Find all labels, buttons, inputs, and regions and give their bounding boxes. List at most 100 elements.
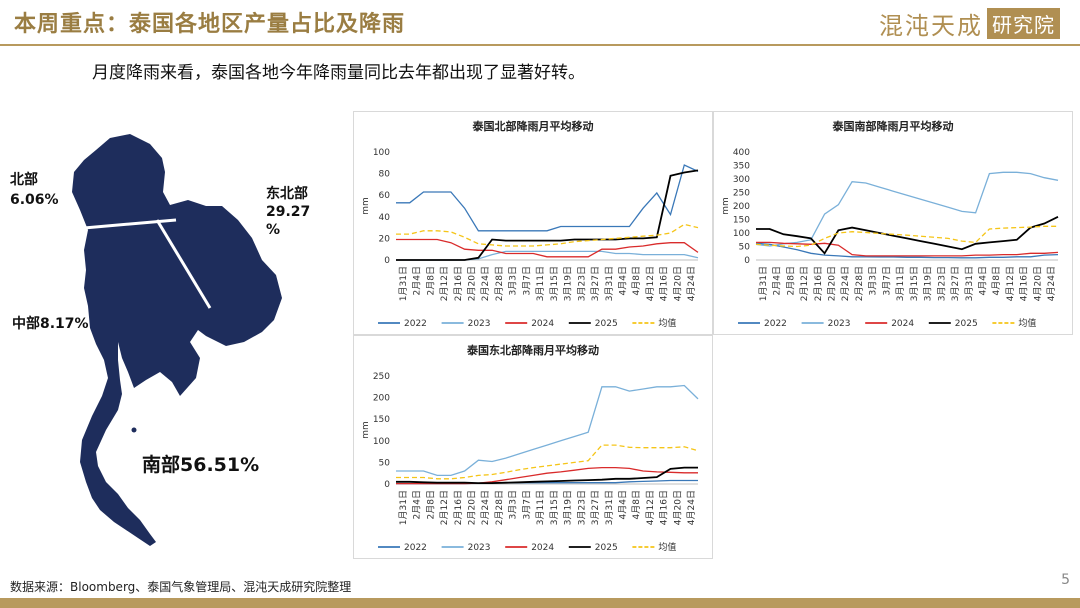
- logo-text: 混沌天成: [879, 11, 983, 40]
- map-shape: [72, 134, 282, 546]
- y-axis-label: mm: [361, 197, 371, 215]
- x-tick-label: 3月23日: [936, 266, 947, 301]
- series-line-2025: [396, 169, 699, 261]
- x-tick-label: 4月8日: [631, 266, 642, 295]
- y-tick-label: 250: [733, 189, 750, 199]
- x-tick-label: 4月20日: [672, 490, 683, 525]
- thailand-map: [72, 134, 282, 546]
- x-tick-label: 2月8日: [785, 266, 796, 295]
- page-number: 5: [1061, 572, 1070, 588]
- y-tick-label: 150: [733, 216, 750, 226]
- x-tick-label: 2月12日: [799, 266, 810, 301]
- legend-label: 2025: [595, 543, 618, 553]
- x-tick-label: 3月11日: [895, 266, 906, 301]
- chart-panel-north: 泰国北部降雨月平均移动 0 20 40 60 80 100 mm 1月31日 2月4日 2月8日 2月…: [353, 111, 713, 335]
- y-tick-label: 100: [733, 229, 750, 239]
- x-tick-label: 4月24日: [686, 490, 697, 525]
- x-tick-label: 2月16日: [813, 266, 824, 301]
- x-tick-label: 3月23日: [576, 490, 587, 525]
- logo-box: 研究院: [987, 7, 1060, 39]
- legend-label: 2023: [468, 319, 491, 329]
- x-tick-label: 3月7日: [521, 490, 532, 519]
- series-line-2025: [396, 466, 698, 485]
- x-tick-label: 2月8日: [425, 266, 436, 295]
- y-axis-label: mm: [361, 421, 371, 439]
- y-tick-label: 200: [733, 202, 750, 212]
- x-tick-label: 2月24日: [840, 266, 851, 301]
- series-line-2025: [756, 215, 1059, 255]
- y-tick-label: 100: [373, 437, 390, 447]
- x-tick-label: 2月4日: [772, 266, 783, 295]
- chart-title: 泰国北部降雨月平均移动: [472, 119, 594, 133]
- x-tick-label: 4月16日: [659, 490, 670, 525]
- legend-label: 2023: [828, 319, 851, 329]
- label-northeast: 东北部 29.27 %: [266, 186, 311, 238]
- y-axis-label: mm: [721, 197, 731, 215]
- x-tick-label: 2月24日: [480, 266, 491, 301]
- chart-south: 泰国南部降雨月平均移动 0 50 100 150 200 250 300 350 400 mm 1月3…: [721, 119, 1059, 329]
- y-tick-label: 0: [384, 256, 390, 266]
- x-tick-label: 4月4日: [618, 266, 629, 295]
- series-line-2023: [396, 250, 699, 261]
- subtitle: 月度降雨来看，泰国各地今年降雨量同比去年都出现了显著好转。: [92, 63, 585, 83]
- series-line-2024: [756, 241, 1059, 257]
- x-tick-label: 3月7日: [881, 266, 892, 295]
- y-tick-label: 250: [373, 372, 390, 382]
- x-tick-label: 2月20日: [827, 266, 838, 301]
- legend-label: 2022: [764, 319, 787, 329]
- x-tick-label: 3月11日: [535, 490, 546, 525]
- series-line-2023: [396, 384, 699, 477]
- x-tick-label: 4月12日: [645, 490, 656, 525]
- x-tick-label: 1月31日: [758, 266, 769, 301]
- series-line-2024: [396, 466, 698, 485]
- y-tick-label: 0: [744, 256, 750, 266]
- header-rule: [0, 44, 1080, 46]
- y-tick-label: 50: [379, 458, 391, 468]
- x-tick-label: 3月15日: [549, 490, 560, 525]
- x-tick-label: 3月3日: [508, 266, 519, 295]
- x-tick-label: 3月3日: [508, 490, 519, 519]
- series-line-均值: [396, 444, 699, 480]
- chart-title: 泰国东北部降雨月平均移动: [466, 343, 599, 357]
- x-tick-label: 3月31日: [604, 490, 615, 525]
- x-tick-label: 1月31日: [398, 266, 409, 301]
- legend-label: 2022: [404, 543, 427, 553]
- chart-title: 泰国南部降雨月平均移动: [832, 119, 954, 133]
- x-tick-label: 2月28日: [854, 266, 865, 301]
- x-tick-label: 2月4日: [412, 266, 423, 295]
- series-line-均值: [755, 225, 1058, 248]
- legend-label: 2024: [531, 543, 554, 553]
- x-tick-label: 2月4日: [412, 490, 423, 519]
- x-tick-label: 2月24日: [480, 490, 491, 525]
- x-tick-label: 3月19日: [563, 490, 574, 525]
- series-line-2022: [755, 242, 1059, 259]
- x-tick-label: 4月12日: [645, 266, 656, 301]
- x-tick-label: 3月31日: [964, 266, 975, 301]
- y-tick-label: 20: [379, 234, 391, 244]
- footer-bar: [0, 598, 1080, 608]
- y-tick-label: 80: [379, 170, 391, 180]
- x-tick-label: 4月4日: [618, 490, 629, 519]
- x-tick-label: 3月31日: [604, 266, 615, 301]
- brand-logo: 混沌天成 研究院: [879, 6, 1060, 40]
- label-north: 北部 6.06%: [10, 172, 59, 208]
- series-line-2022: [396, 164, 699, 232]
- legend-label: 均值: [658, 541, 676, 553]
- legend-label: 均值: [658, 317, 676, 329]
- x-tick-label: 4月12日: [1005, 266, 1016, 301]
- x-tick-label: 3月23日: [576, 266, 587, 301]
- legend-label: 2025: [595, 319, 618, 329]
- header: 本周重点：泰国各地区产量占比及降雨 混沌天成 研究院: [0, 0, 1080, 44]
- x-tick-label: 3月15日: [909, 266, 920, 301]
- x-tick-label: 4月8日: [991, 266, 1002, 295]
- y-tick-label: 40: [379, 213, 391, 223]
- y-tick-label: 300: [733, 175, 750, 185]
- y-tick-label: 0: [384, 480, 390, 490]
- x-tick-label: 3月27日: [590, 266, 601, 301]
- y-tick-label: 60: [379, 191, 391, 201]
- x-tick-label: 3月15日: [549, 266, 560, 301]
- x-tick-label: 3月19日: [923, 266, 934, 301]
- x-tick-label: 4月20日: [1032, 266, 1043, 301]
- series-line-2023: [755, 171, 1059, 247]
